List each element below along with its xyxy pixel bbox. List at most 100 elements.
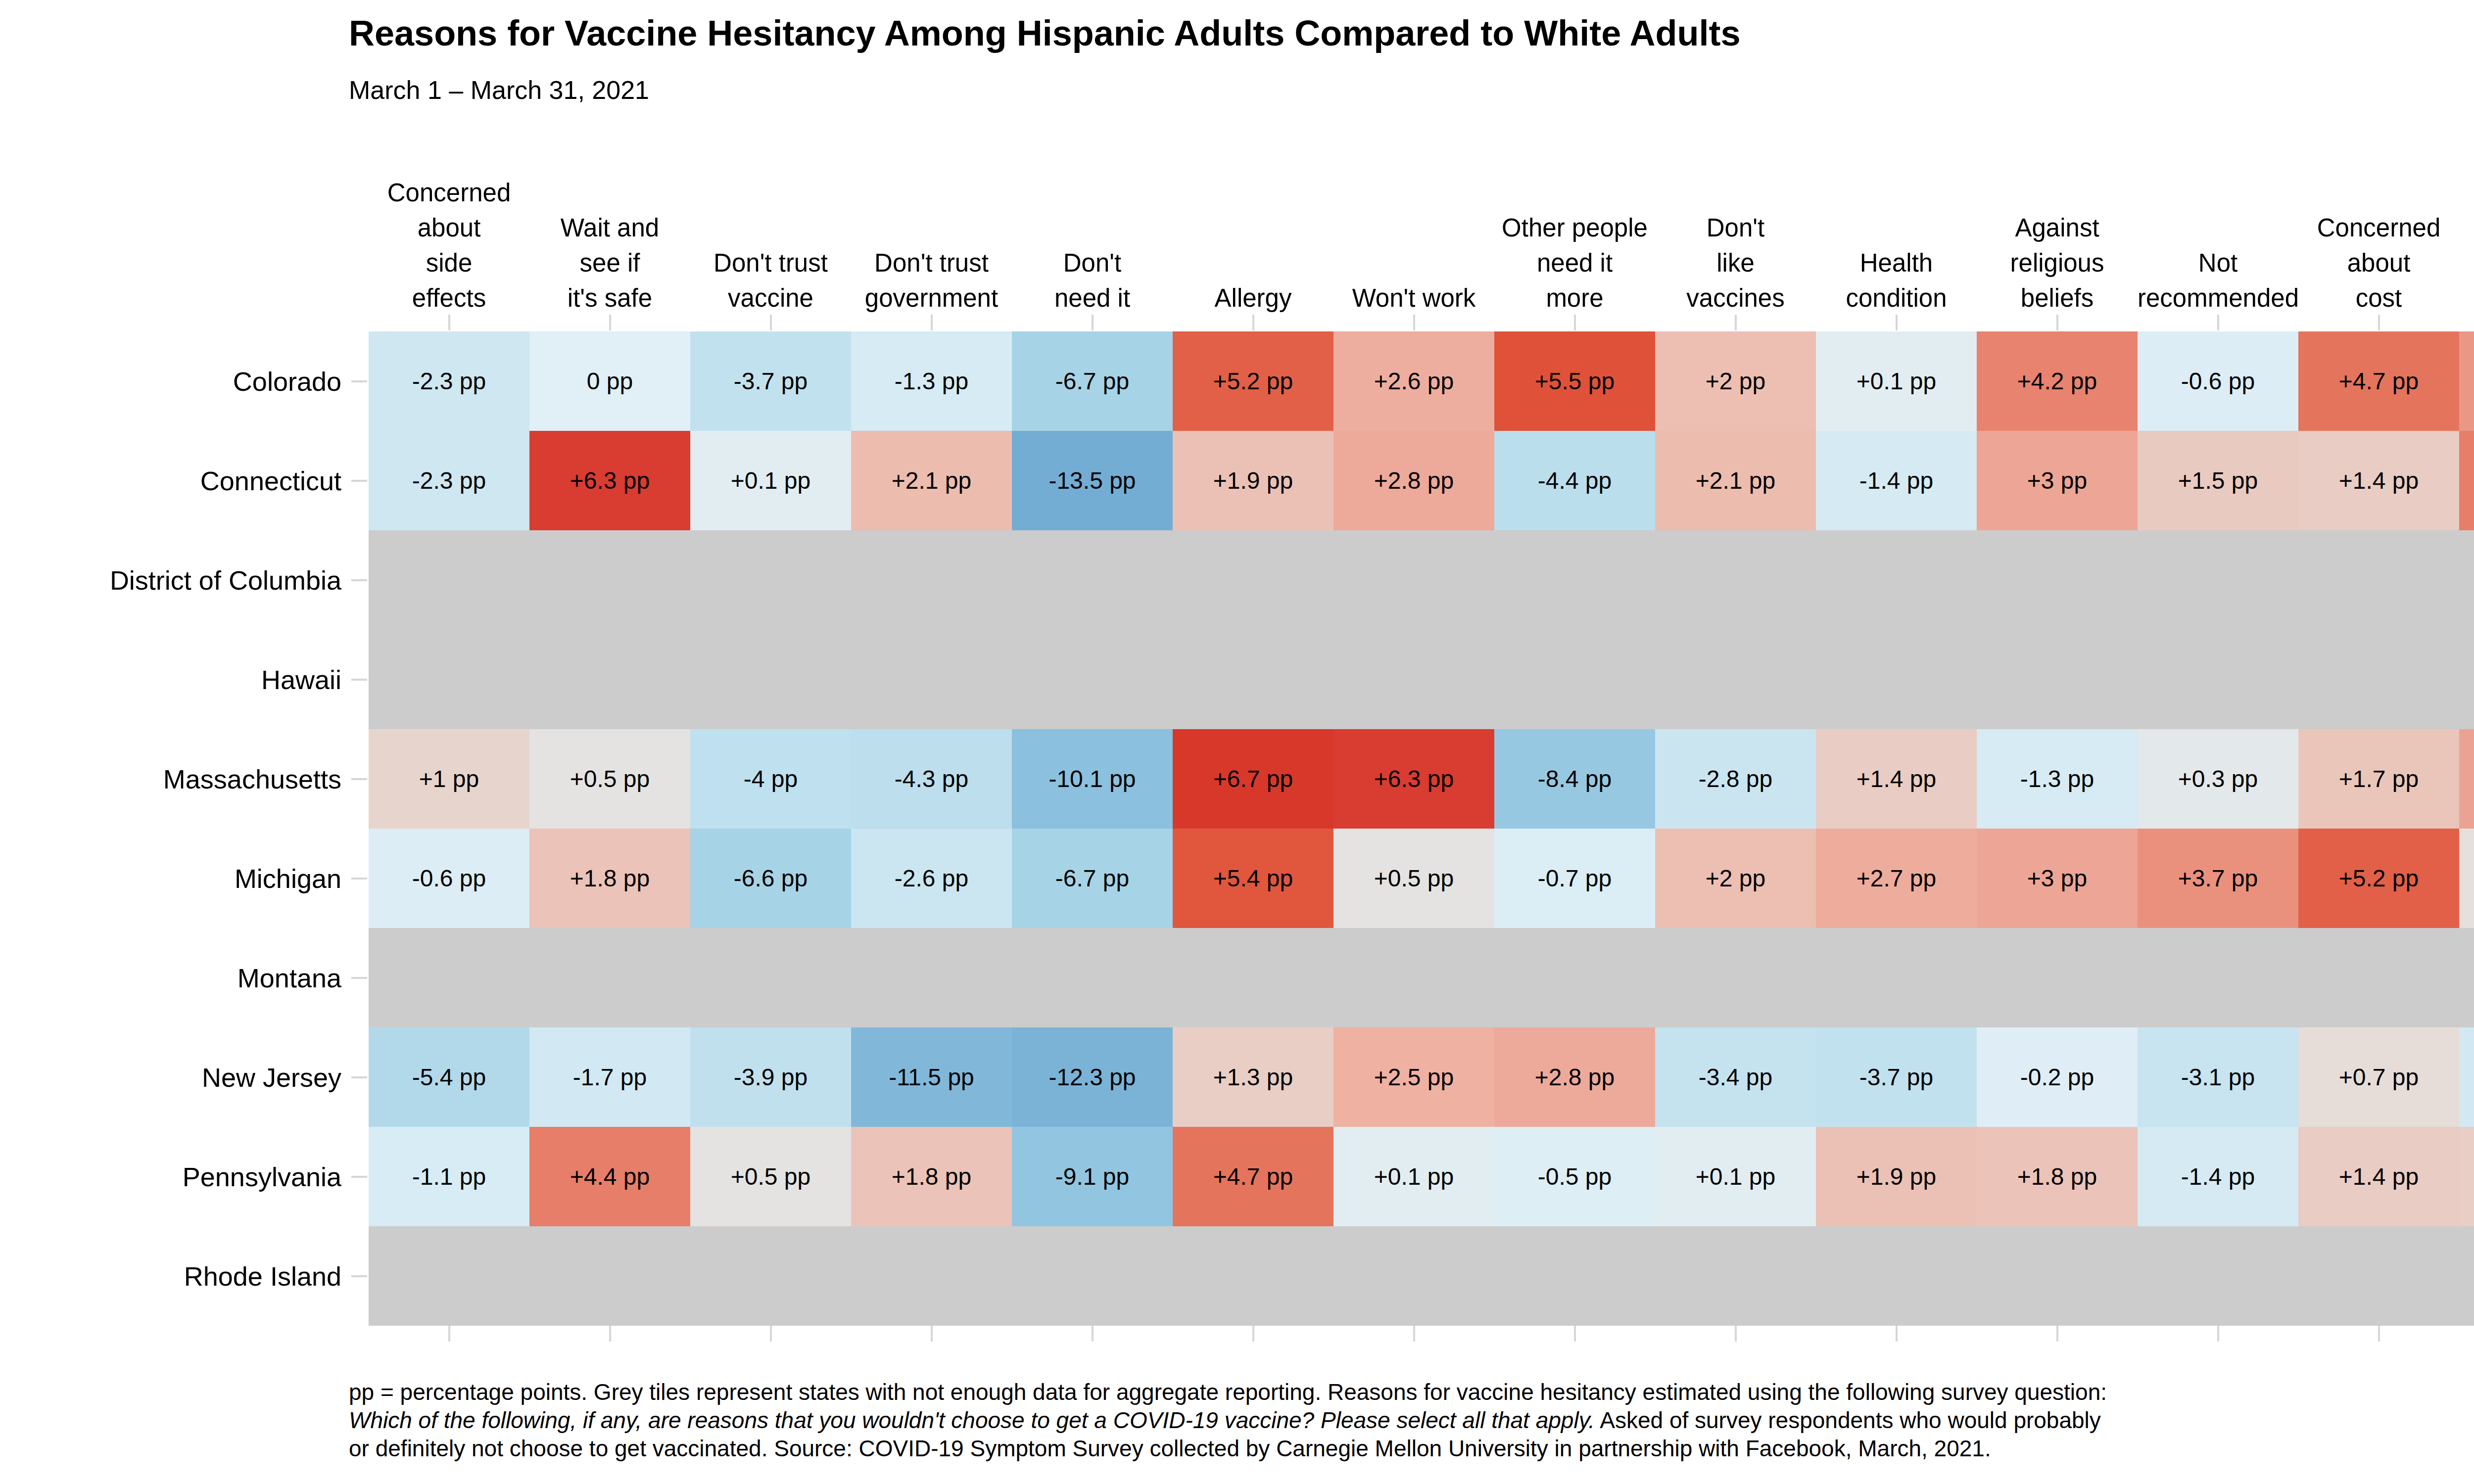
- heatmap-cell: -3.4 pp: [1655, 1027, 1816, 1127]
- column-header: Don't like vaccines: [1655, 210, 1816, 316]
- heatmap-cell: +1.3 pp: [1173, 1027, 1333, 1127]
- heatmap-cell: +0.5 pp: [1333, 829, 1494, 928]
- column-header: Wait and see if it's safe: [529, 210, 690, 316]
- top-axis-tick: [931, 315, 933, 330]
- bottom-axis-tick: [609, 1326, 611, 1342]
- heatmap-cell: +5.2 pp: [1173, 331, 1333, 431]
- bottom-axis-tick: [1896, 1326, 1898, 1342]
- heatmap-cell: -3.7 pp: [690, 331, 851, 431]
- bottom-axis-tick: [1413, 1326, 1415, 1342]
- footnote-survey-question: Which of the following, if any, are reas…: [349, 1407, 1595, 1433]
- column-header: Don't need it: [1012, 245, 1173, 316]
- column-header: Against religious beliefs: [1977, 210, 2138, 316]
- heatmap-cell: +0.3 pp: [2138, 729, 2298, 829]
- heatmap-cell: +2.7 pp: [1816, 829, 1977, 928]
- top-axis-tick: [1574, 315, 1576, 330]
- heatmap-cell: +0.1 pp: [690, 431, 851, 530]
- top-axis-tick: [2378, 315, 2380, 330]
- left-axis-tick: [351, 878, 367, 880]
- heatmap-cell: +1.5 pp: [2138, 431, 2298, 530]
- bottom-axis-tick: [1574, 1326, 1576, 1342]
- row-label-state: Connecticut: [0, 463, 341, 499]
- column-header: Don't trust vaccine: [690, 245, 851, 316]
- footnote-line: or definitely not choose to get vaccinat…: [349, 1435, 2474, 1463]
- heatmap-cell: -6.6 pp: [690, 829, 851, 928]
- top-axis-tick: [609, 315, 611, 330]
- bottom-axis-tick: [1092, 1326, 1094, 1342]
- left-axis-tick: [351, 1176, 367, 1178]
- heatmap-cell: +4.4 pp: [2459, 431, 2474, 530]
- chart-title: Reasons for Vaccine Hesitancy Among Hisp…: [349, 13, 1741, 53]
- heatmap-cell: +6.3 pp: [1333, 729, 1494, 829]
- heatmap-cell: -3.1 pp: [2138, 1027, 2298, 1127]
- heatmap-cell: -4.4 pp: [1494, 431, 1655, 530]
- heatmap-cell: +5.4 pp: [1173, 829, 1333, 928]
- bottom-axis-tick: [1252, 1326, 1254, 1342]
- heatmap-cell: +3 pp: [1977, 431, 2138, 530]
- heatmap-cell: +2.1 pp: [851, 431, 1012, 530]
- row-label-state: Michigan: [0, 861, 341, 896]
- heatmap-cell: +4.7 pp: [1173, 1127, 1333, 1226]
- top-axis-tick: [1896, 315, 1898, 330]
- heatmap-cell: +0.7 pp: [2298, 1027, 2459, 1127]
- heatmap-cell: +2.8 pp: [1333, 431, 1494, 530]
- bottom-axis-tick: [2217, 1326, 2219, 1342]
- heatmap-cell: -0.5 pp: [1494, 1127, 1655, 1226]
- bottom-axis-tick: [2056, 1326, 2058, 1342]
- heatmap-cell: -3.7 pp: [1816, 1027, 1977, 1127]
- chart-subtitle: March 1 – March 31, 2021: [349, 75, 649, 105]
- column-header: Concerned about side effects: [369, 175, 529, 316]
- top-axis-tick: [2056, 315, 2058, 330]
- heatmap-cell: +1.4 pp: [1816, 729, 1977, 829]
- heatmap-cell: -3.9 pp: [690, 1027, 851, 1127]
- heatmap-cell: -0.6 pp: [369, 829, 529, 928]
- heatmap-cell: -1.4 pp: [2138, 1127, 2298, 1226]
- heatmap-cell: -6.7 pp: [1012, 331, 1173, 431]
- top-axis-tick: [1092, 315, 1094, 330]
- footnote-line: pp = percentage points. Grey tiles repre…: [349, 1378, 2474, 1406]
- heatmap-cell: +0.5 pp: [529, 729, 690, 829]
- heatmap-cell: +4.2 pp: [1977, 331, 2138, 431]
- heatmap-cell: +0.1 pp: [1816, 331, 1977, 431]
- column-header: Allergy: [1173, 280, 1333, 316]
- top-axis-tick: [1413, 315, 1415, 330]
- heatmap-cell: +2.6 pp: [1333, 331, 1494, 431]
- heatmap-cell: -1.7 pp: [2459, 1027, 2474, 1127]
- heatmap-cell: -1.3 pp: [851, 331, 1012, 431]
- heatmap-cell: +2.8 pp: [1494, 1027, 1655, 1127]
- footnote-text: pp = percentage points. Grey tiles repre…: [349, 1379, 2107, 1405]
- heatmap-cell: -0.6 pp: [2138, 331, 2298, 431]
- bottom-axis-tick: [2378, 1326, 2380, 1342]
- missing-data-row: [369, 928, 2474, 1027]
- heatmap-cell: -9.1 pp: [1012, 1127, 1173, 1226]
- missing-data-row: [369, 1226, 2474, 1326]
- heatmap-cell: -0.7 pp: [1494, 829, 1655, 928]
- heatmap-cell: +2.1 pp: [1655, 431, 1816, 530]
- heatmap-cell: -2.3 pp: [369, 331, 529, 431]
- heatmap-cell: -2.6 pp: [851, 829, 1012, 928]
- left-axis-tick: [351, 977, 367, 979]
- heatmap-cell: +1.3 pp: [2459, 1127, 2474, 1226]
- heatmap-cell: +3.5 pp: [2459, 331, 2474, 431]
- heatmap-cell: +1.8 pp: [529, 829, 690, 928]
- bottom-axis-tick: [770, 1326, 772, 1342]
- heatmap-cell: +1 pp: [369, 729, 529, 829]
- footnote-text: Asked of survey respondents who would pr…: [1595, 1407, 2101, 1433]
- heatmap-cell: +0.1 pp: [1333, 1127, 1494, 1226]
- heatmap-cell: -1.3 pp: [1977, 729, 2138, 829]
- heatmap-cell: -0.2 pp: [1977, 1027, 2138, 1127]
- left-axis-tick: [351, 1076, 367, 1078]
- heatmap-cell: +1.8 pp: [1977, 1127, 2138, 1226]
- heatmap-cell: -5.4 pp: [369, 1027, 529, 1127]
- heatmap-cell: -1.7 pp: [529, 1027, 690, 1127]
- heatmap-cell: +5.5 pp: [1494, 331, 1655, 431]
- heatmap-cell: +2 pp: [1655, 331, 1816, 431]
- heatmap-cell: +3.1 pp: [2459, 729, 2474, 829]
- heatmap-cell: +2.5 pp: [1333, 1027, 1494, 1127]
- missing-data-row: [369, 530, 2474, 630]
- bottom-axis-tick: [931, 1326, 933, 1342]
- row-label-state: Montana: [0, 960, 341, 996]
- vaccine-hesitancy-heatmap-page: Reasons for Vaccine Hesitancy Among Hisp…: [0, 0, 2474, 1484]
- row-label-state: New Jersey: [0, 1060, 341, 1095]
- column-header: Pregnancy: [2459, 280, 2474, 316]
